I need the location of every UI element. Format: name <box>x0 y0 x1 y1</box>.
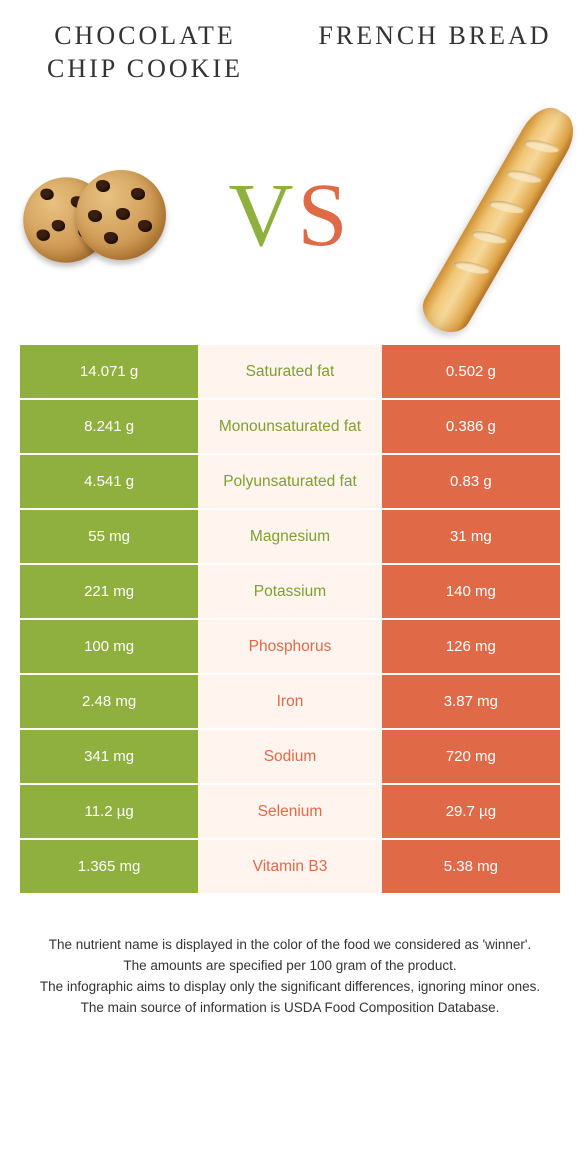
cell-left-value: 55 mg <box>20 510 198 563</box>
footnote-line: The amounts are specified per 100 gram o… <box>30 956 550 977</box>
footnotes: The nutrient name is displayed in the co… <box>30 935 550 1019</box>
cell-left-value: 11.2 µg <box>20 785 198 838</box>
hero: VS <box>0 95 580 335</box>
footnote-line: The main source of information is USDA F… <box>30 998 550 1019</box>
cell-left-value: 8.241 g <box>20 400 198 453</box>
vs-label: VS <box>191 164 388 267</box>
cell-nutrient-name: Vitamin B3 <box>198 840 382 893</box>
cell-nutrient-name: Selenium <box>198 785 382 838</box>
cell-nutrient-name: Iron <box>198 675 382 728</box>
vs-letter-v: V <box>228 166 297 265</box>
table-row: 221 mgPotassium140 mg <box>20 565 560 620</box>
vs-letter-s: S <box>297 166 351 265</box>
food-image-left <box>0 155 191 275</box>
cell-nutrient-name: Phosphorus <box>198 620 382 673</box>
cell-right-value: 720 mg <box>382 730 560 783</box>
cell-right-value: 0.83 g <box>382 455 560 508</box>
header-right: FRENCH BREAD <box>290 20 580 85</box>
cell-left-value: 1.365 mg <box>20 840 198 893</box>
cell-left-value: 341 mg <box>20 730 198 783</box>
cell-left-value: 2.48 mg <box>20 675 198 728</box>
nutrient-table: 14.071 gSaturated fat0.502 g8.241 gMonou… <box>20 345 560 895</box>
header-left: CHOCOLATE CHIP COOKIE <box>0 20 290 85</box>
cell-nutrient-name: Polyunsaturated fat <box>198 455 382 508</box>
cookies-icon <box>16 155 176 275</box>
cell-right-value: 5.38 mg <box>382 840 560 893</box>
table-row: 1.365 mgVitamin B35.38 mg <box>20 840 560 895</box>
cell-right-value: 0.502 g <box>382 345 560 398</box>
table-row: 2.48 mgIron3.87 mg <box>20 675 560 730</box>
table-row: 4.541 gPolyunsaturated fat0.83 g <box>20 455 560 510</box>
cell-nutrient-name: Magnesium <box>198 510 382 563</box>
cell-left-value: 221 mg <box>20 565 198 618</box>
cell-nutrient-name: Monounsaturated fat <box>198 400 382 453</box>
header: CHOCOLATE CHIP COOKIE FRENCH BREAD <box>0 0 580 85</box>
cell-right-value: 31 mg <box>382 510 560 563</box>
cell-right-value: 29.7 µg <box>382 785 560 838</box>
food-title-left: CHOCOLATE CHIP COOKIE <box>0 20 290 85</box>
cell-left-value: 14.071 g <box>20 345 198 398</box>
footnote-line: The infographic aims to display only the… <box>30 977 550 998</box>
food-image-right <box>389 125 580 305</box>
footnote-line: The nutrient name is displayed in the co… <box>30 935 550 956</box>
cell-left-value: 100 mg <box>20 620 198 673</box>
cell-right-value: 140 mg <box>382 565 560 618</box>
table-row: 11.2 µgSelenium29.7 µg <box>20 785 560 840</box>
cell-right-value: 3.87 mg <box>382 675 560 728</box>
cell-left-value: 4.541 g <box>20 455 198 508</box>
cell-right-value: 126 mg <box>382 620 560 673</box>
baguette-icon <box>394 125 574 305</box>
cell-nutrient-name: Potassium <box>198 565 382 618</box>
cell-nutrient-name: Saturated fat <box>198 345 382 398</box>
table-row: 100 mgPhosphorus126 mg <box>20 620 560 675</box>
table-row: 55 mgMagnesium31 mg <box>20 510 560 565</box>
cell-nutrient-name: Sodium <box>198 730 382 783</box>
table-row: 8.241 gMonounsaturated fat0.386 g <box>20 400 560 455</box>
table-row: 14.071 gSaturated fat0.502 g <box>20 345 560 400</box>
food-title-right: FRENCH BREAD <box>290 20 580 53</box>
cell-right-value: 0.386 g <box>382 400 560 453</box>
table-row: 341 mgSodium720 mg <box>20 730 560 785</box>
